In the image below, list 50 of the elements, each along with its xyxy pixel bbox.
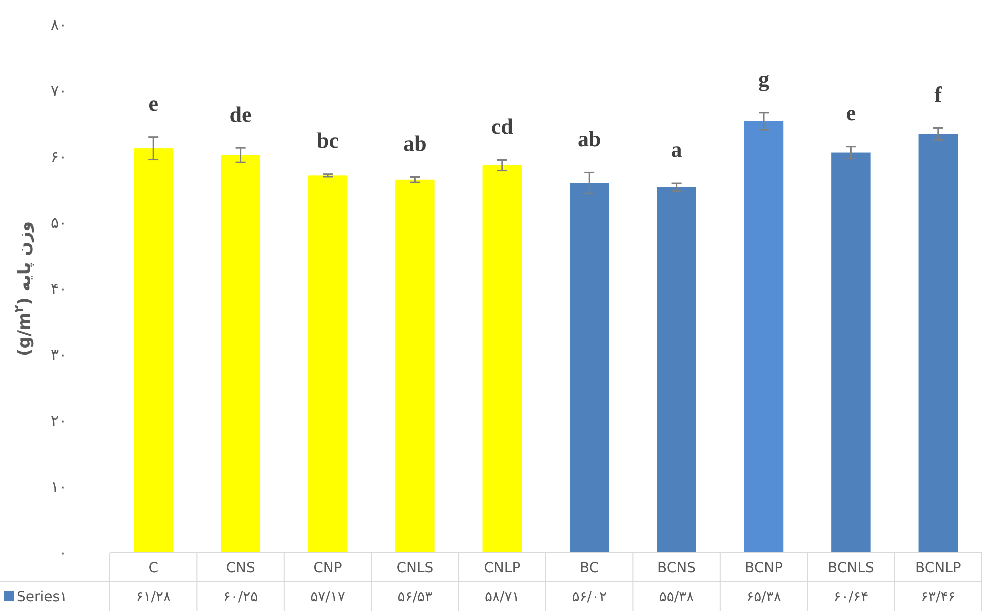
x-tick-label: C <box>148 560 159 576</box>
bar <box>570 183 610 553</box>
data-label: ۵۸/۷۱ <box>485 589 520 606</box>
x-tick-label: CNLP <box>484 560 521 576</box>
data-label: ۶۳/۴۶ <box>921 589 956 606</box>
x-tick-label: BCNLS <box>828 560 874 576</box>
annotation: de <box>230 102 252 127</box>
y-tick-label: ۴۰ <box>51 280 67 298</box>
x-tick-label: BCNS <box>658 560 696 576</box>
y-tick-label: ۶۰ <box>51 148 67 166</box>
annotation: ab <box>578 126 602 152</box>
y-tick-label: ۷۰ <box>51 82 67 100</box>
data-label: ۵۶/۰۲ <box>572 589 607 606</box>
data-label: ۵۷/۱۷ <box>310 589 346 606</box>
x-tick-label: CNLS <box>396 560 434 576</box>
annotation: f <box>934 82 943 107</box>
y-tick-label: ۵۰ <box>51 214 67 232</box>
bar <box>657 187 696 553</box>
annotation: e <box>846 100 856 126</box>
annotation: g <box>758 66 770 92</box>
x-tick-label: BC <box>580 560 600 576</box>
y-tick-label: ۰ <box>59 544 67 562</box>
annotation: ab <box>404 130 427 156</box>
data-label: ۵۶/۵۳ <box>398 589 434 606</box>
bar <box>918 134 958 553</box>
data-label: ۶۵/۳۸ <box>746 589 782 606</box>
y-tick-label: ۳۰ <box>51 346 67 364</box>
bar <box>832 152 871 553</box>
bar <box>134 148 174 553</box>
bar <box>744 121 784 553</box>
x-tick-label: CNP <box>314 560 342 576</box>
bar <box>482 166 522 553</box>
y-tick-label: ۸۰ <box>51 16 67 34</box>
x-tick-label: BCNLP <box>915 560 962 576</box>
annotation: bc <box>317 128 340 154</box>
bar <box>221 155 260 553</box>
data-label: ۵۵/۳۸ <box>659 589 695 606</box>
bar <box>308 176 348 553</box>
data-label: ۶۰/۲۵ <box>223 589 258 606</box>
x-tick-label: BCNP <box>744 560 784 576</box>
y-tick-label: ۲۰ <box>51 412 67 430</box>
y-tick-label: ۱۰ <box>51 478 67 496</box>
data-label: ۶۰/۶۴ <box>834 589 869 606</box>
annotation: a <box>671 137 682 162</box>
legend-label: Series۱ <box>17 589 68 606</box>
annotation: cd <box>491 114 514 139</box>
x-tick-label: CNS <box>226 560 256 576</box>
data-label: ۶۱/۲۸ <box>136 589 172 606</box>
bar <box>396 180 435 553</box>
annotation: e <box>148 91 159 116</box>
